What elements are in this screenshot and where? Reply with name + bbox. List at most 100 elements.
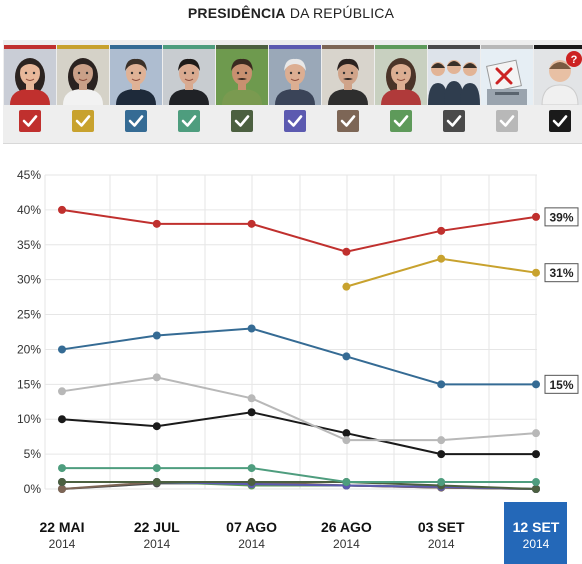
candidate-checkbox-4[interactable]: [178, 110, 200, 132]
x-axis-date-5[interactable]: 03 SET 2014: [418, 519, 465, 551]
candidate-3[interactable]: [110, 45, 162, 105]
data-point[interactable]: [342, 247, 351, 256]
x-axis-date-1[interactable]: 22 MAI 2014: [39, 519, 84, 551]
data-point[interactable]: [342, 478, 351, 487]
data-point[interactable]: [58, 485, 66, 493]
x-axis-date-3[interactable]: 07 AGO 2014: [226, 519, 277, 551]
data-point[interactable]: [58, 478, 66, 487]
candidate-checkbox-5[interactable]: [231, 110, 253, 132]
candidate-checkbox-8[interactable]: [390, 110, 412, 132]
data-point[interactable]: [532, 485, 540, 493]
end-label: 31%: [549, 266, 573, 280]
data-point[interactable]: [247, 394, 256, 403]
data-point[interactable]: [247, 219, 256, 228]
data-point[interactable]: [437, 380, 446, 389]
man-suit-icon: [163, 49, 215, 105]
end-label: 39%: [549, 210, 573, 224]
candidate-checkbox-11[interactable]: [549, 110, 571, 132]
candidate-4[interactable]: [163, 45, 215, 105]
checkmark-icon: [181, 115, 197, 127]
y-tick-label: 25%: [17, 308, 41, 322]
candidate-checkbox-3[interactable]: [125, 110, 147, 132]
candidate-1[interactable]: [4, 45, 56, 105]
data-point[interactable]: [437, 254, 446, 263]
candidate-color-bar: [375, 45, 427, 49]
data-point[interactable]: [437, 478, 446, 487]
data-point[interactable]: [532, 212, 540, 221]
candidate-color-bar: [428, 45, 480, 49]
candidate-checkbox-10[interactable]: [496, 110, 518, 132]
x-tick-label: 22 JUL: [134, 519, 180, 535]
data-point[interactable]: [247, 464, 256, 473]
x-axis-date-4[interactable]: 26 AGO 2014: [321, 519, 372, 551]
data-point[interactable]: [247, 408, 256, 417]
data-point[interactable]: [532, 450, 540, 459]
data-point[interactable]: [342, 352, 351, 361]
data-point[interactable]: [247, 478, 256, 487]
candidate-5[interactable]: [216, 45, 268, 105]
x-tick-year: 2014: [238, 537, 265, 551]
checkmark-icon: [446, 115, 462, 127]
data-point[interactable]: [532, 429, 540, 438]
data-point[interactable]: [152, 464, 161, 473]
candidate-color-bar: [534, 45, 582, 49]
data-point[interactable]: [58, 205, 66, 214]
candidate-2[interactable]: [57, 45, 109, 105]
series-line-3: [61, 327, 536, 386]
man-mustache-icon: [322, 49, 374, 105]
data-point[interactable]: [532, 478, 540, 487]
chart-svg: 0% 5% 10% 15% 20% 25% 30% 35% 40% 45% 39% 31% 15% 22 …: [17, 168, 579, 564]
data-point[interactable]: [58, 415, 66, 424]
data-point[interactable]: [342, 282, 351, 291]
data-point[interactable]: [532, 380, 540, 389]
x-axis-date-6[interactable]: 12 SET 2014: [504, 502, 567, 564]
y-tick-label: 30%: [17, 273, 41, 287]
data-point[interactable]: [437, 450, 446, 459]
x-tick-year: 2014: [143, 537, 170, 551]
title-rest: DA REPÚBLICA: [289, 5, 395, 21]
woman-long-hair-icon: [57, 49, 109, 105]
x-axis-date-2[interactable]: 22 JUL 2014: [134, 519, 180, 551]
data-point[interactable]: [152, 373, 161, 382]
data-point[interactable]: [437, 226, 446, 235]
series-line-6: [62, 467, 536, 484]
candidate-9[interactable]: [428, 45, 480, 105]
candidate-8[interactable]: [375, 45, 427, 105]
y-tick-label: 45%: [17, 168, 41, 182]
data-point[interactable]: [58, 345, 66, 354]
series-line-4: [61, 376, 537, 442]
candidate-checkbox-2[interactable]: [72, 110, 94, 132]
candidate-7[interactable]: [322, 45, 374, 105]
data-point[interactable]: [152, 422, 161, 431]
data-point[interactable]: [152, 219, 161, 228]
data-point[interactable]: [58, 464, 66, 473]
candidate-checkbox-9[interactable]: [443, 110, 465, 132]
candidate-panel: ?: [3, 40, 582, 143]
data-point[interactable]: [152, 478, 161, 487]
ballot-box-icon: [481, 49, 533, 105]
candidate-checkbox-1[interactable]: [19, 110, 41, 132]
data-point[interactable]: [247, 324, 256, 333]
data-point[interactable]: [152, 331, 161, 340]
candidate-checkbox-7[interactable]: [337, 110, 359, 132]
checkmark-icon: [340, 115, 356, 127]
data-point[interactable]: [342, 436, 351, 445]
candidate-6[interactable]: [269, 45, 321, 105]
x-tick-year: 2014: [523, 537, 550, 551]
checkmark-icon: [128, 115, 144, 127]
y-tick-label: 35%: [17, 238, 41, 252]
y-tick-label: 20%: [17, 342, 41, 356]
checkmark-icon: [234, 115, 250, 127]
candidate-checkbox-6[interactable]: [284, 110, 306, 132]
man-suit-icon: [110, 49, 162, 105]
x-tick-year: 2014: [333, 537, 360, 551]
candidate-10[interactable]: [481, 45, 533, 105]
data-point[interactable]: [342, 429, 351, 438]
man-older-icon: [269, 49, 321, 105]
data-point[interactable]: [437, 436, 446, 445]
data-point[interactable]: [58, 387, 66, 396]
candidate-11[interactable]: ?: [534, 45, 582, 105]
data-point[interactable]: [532, 268, 540, 277]
series-line-5: [61, 411, 536, 456]
end-label-box: [544, 207, 579, 227]
